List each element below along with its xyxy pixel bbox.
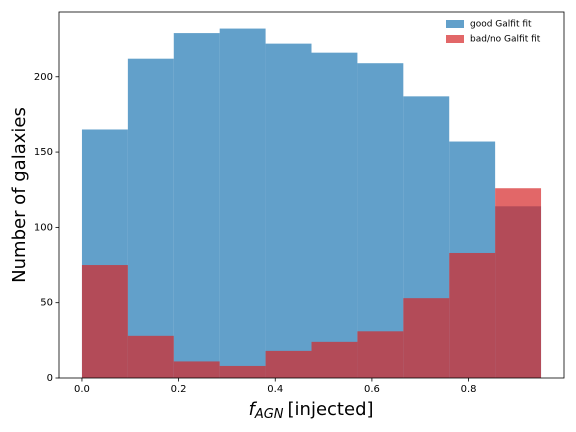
histogram-bar: [265, 43, 312, 378]
x-label-symbol: f: [248, 399, 257, 420]
histogram-bar: [449, 252, 496, 378]
plot-frame: [58, 11, 565, 379]
y-tick-label: 200: [34, 72, 53, 83]
y-tick-label: 150: [34, 147, 53, 158]
legend-label: bad/no Galfit fit: [470, 35, 541, 45]
histogram-bar: [219, 365, 266, 378]
histogram-bar: [357, 331, 404, 378]
x-axis-label: fAGN [injected]: [248, 399, 373, 422]
x-tick-label: 0.4: [267, 384, 283, 395]
y-tick-label: 100: [34, 222, 53, 233]
x-label-subscript: AGN: [254, 407, 284, 422]
x-tick-label: 0.0: [74, 384, 90, 395]
histogram-bar: [495, 188, 542, 378]
legend-swatch: [446, 20, 464, 28]
y-axis-label: Number of galaxies: [9, 107, 30, 283]
histogram-bar: [311, 341, 358, 378]
histogram-bar: [311, 52, 358, 379]
histogram-bar: [219, 28, 266, 378]
histogram-bar: [127, 335, 174, 378]
legend-swatch: [446, 35, 464, 43]
x-tick-label: 0.6: [364, 384, 380, 395]
y-tick-label: 0: [47, 373, 53, 384]
x-tick-label: 0.8: [461, 384, 477, 395]
x-label-text: [injected]: [288, 399, 374, 420]
histogram-bar: [173, 361, 220, 378]
legend-label: good Galfit fit: [470, 20, 532, 30]
x-tick-label: 0.2: [171, 384, 187, 395]
y-tick-label: 50: [40, 298, 53, 309]
histogram-bar: [81, 265, 128, 378]
histogram-bar: [127, 58, 174, 379]
histogram-bar: [173, 33, 220, 378]
histogram-bar: [265, 350, 312, 378]
histogram-bar: [357, 63, 404, 379]
histogram-bar: [403, 298, 450, 378]
